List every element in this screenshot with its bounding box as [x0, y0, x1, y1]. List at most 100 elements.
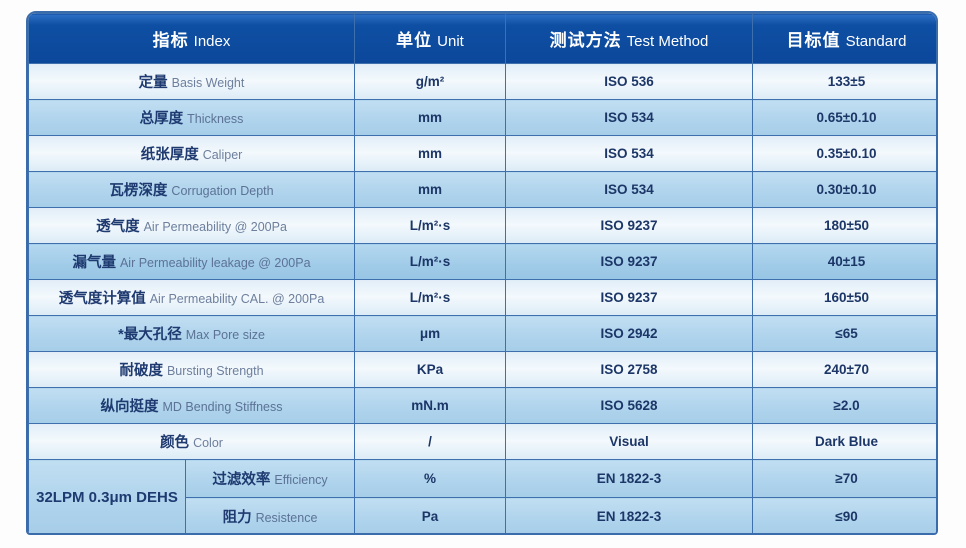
- standard-cell: 0.30±0.10: [752, 171, 936, 208]
- unit-cell: mN.m: [354, 387, 507, 424]
- header-index-en: Index: [193, 33, 231, 50]
- method-cell: ISO 536: [505, 63, 754, 100]
- index-label-zh: *最大孔径: [118, 327, 182, 343]
- index-label-en: Air Permeability @ 200Pa: [143, 220, 287, 234]
- method-cell: ISO 5628: [505, 387, 754, 424]
- index-cell: 阻力 Resistence: [184, 497, 356, 533]
- table-row-basis-weight: 定量 Basis Weight g/m² ISO 536 133±5: [28, 63, 936, 100]
- index-cell: 透气度计算值 Air Permeability CAL. @ 200Pa: [28, 279, 356, 316]
- index-label-zh: 定量: [138, 75, 168, 91]
- header-test-method: 测试方法 Test Method: [505, 13, 754, 64]
- unit-cell: L/m²·s: [354, 279, 507, 316]
- header-standard-zh: 目标值: [786, 31, 841, 50]
- index-cell: 透气度 Air Permeability @ 200Pa: [28, 207, 356, 244]
- method-cell: ISO 2942: [505, 315, 754, 352]
- standard-cell: 160±50: [752, 279, 936, 316]
- header-unit: 单位 Unit: [354, 13, 507, 64]
- unit-cell: mm: [354, 135, 507, 172]
- standard-cell: ≥2.0: [752, 387, 936, 424]
- method-cell: Visual: [505, 423, 754, 460]
- method-cell: EN 1822-3: [505, 497, 754, 533]
- table-row-corrugation-depth: 瓦楞深度 Corrugation Depth mm ISO 534 0.30±0.…: [28, 171, 936, 208]
- index-label-en: Air Permeability CAL. @ 200Pa: [149, 292, 325, 306]
- table-row-air-permeability-leakage: 漏气量 Air Permeability leakage @ 200Pa L/m²…: [28, 243, 936, 280]
- index-label-en: Corrugation Depth: [171, 184, 274, 198]
- table-row-thickness: 总厚度 Thickness mm ISO 534 0.65±0.10: [28, 99, 936, 136]
- index-label-zh: 透气度: [96, 219, 140, 235]
- unit-cell: mm: [354, 99, 507, 136]
- index-cell: 颜色 Color: [28, 423, 356, 460]
- unit-cell: Pa: [354, 497, 507, 533]
- unit-cell: L/m²·s: [354, 207, 507, 244]
- index-cell: 总厚度 Thickness: [28, 99, 356, 136]
- table-row-resistance: 阻力 Resistence Pa EN 1822-3 ≤90: [29, 497, 936, 533]
- table-row-efficiency: 32LPM 0.3μm DEHS 过滤效率 Efficiency % EN 182…: [28, 459, 936, 533]
- method-cell: ISO 2758: [505, 351, 754, 388]
- table-row-max-pore-size: *最大孔径 Max Pore size μm ISO 2942 ≤65: [28, 315, 936, 352]
- index-label-en: Color: [193, 436, 223, 450]
- method-cell: ISO 534: [505, 135, 754, 172]
- index-label-zh: 漏气量: [72, 255, 116, 271]
- index-label-zh: 纸张厚度: [140, 147, 199, 163]
- index-cell: 定量 Basis Weight: [28, 63, 356, 100]
- header-index: 指标 Index: [28, 13, 356, 64]
- standard-cell: ≥70: [752, 459, 936, 498]
- group-label-cell: 32LPM 0.3μm DEHS: [28, 459, 186, 533]
- table-row-color: 颜色 Color / Visual Dark Blue: [28, 423, 936, 460]
- index-label-zh: 瓦楞深度: [109, 183, 168, 199]
- table-row-bursting-strength: 耐破度 Bursting Strength KPa ISO 2758 240±70: [28, 351, 936, 388]
- standard-cell: 240±70: [752, 351, 936, 388]
- index-label-en: Efficiency: [274, 473, 328, 487]
- index-label-en: Resistence: [255, 511, 318, 525]
- header-test-method-en: Test Method: [626, 33, 709, 50]
- index-label-zh: 透气度计算值: [58, 291, 146, 307]
- standard-cell: Dark Blue: [752, 423, 936, 460]
- unit-cell: KPa: [354, 351, 507, 388]
- index-cell: 纸张厚度 Caliper: [28, 135, 356, 172]
- standard-cell: 0.35±0.10: [752, 135, 936, 172]
- unit-cell: /: [354, 423, 507, 460]
- spec-table-wrapper: 指标 Index 单位 Unit 测试方法 Test Method 目标值 Standa…: [26, 11, 938, 535]
- header-unit-zh: 单位: [396, 31, 433, 50]
- index-label-zh: 纵向挺度: [100, 399, 159, 415]
- standard-cell: 133±5: [752, 63, 936, 100]
- index-label-zh: 颜色: [160, 435, 190, 451]
- index-label-en: MD Bending Stiffness: [162, 400, 283, 414]
- method-cell: ISO 534: [505, 171, 754, 208]
- header-test-method-zh: 测试方法: [549, 31, 622, 50]
- standard-cell: ≤90: [752, 497, 936, 533]
- method-cell: EN 1822-3: [505, 459, 754, 498]
- unit-cell: %: [354, 459, 507, 498]
- spec-table: 指标 Index 单位 Unit 测试方法 Test Method 目标值 Standa…: [28, 13, 936, 533]
- header-index-zh: 指标: [152, 31, 189, 50]
- index-label-zh: 总厚度: [139, 111, 184, 127]
- index-label-en: Air Permeability leakage @ 200Pa: [119, 256, 311, 270]
- index-cell: 漏气量 Air Permeability leakage @ 200Pa: [28, 243, 356, 280]
- table-row-caliper: 纸张厚度 Caliper mm ISO 534 0.35±0.10: [28, 135, 936, 172]
- header-standard-en: Standard: [845, 33, 907, 50]
- unit-cell: g/m²: [354, 63, 507, 100]
- method-cell: ISO 9237: [505, 279, 754, 316]
- standard-cell: 0.65±0.10: [752, 99, 936, 136]
- index-label-en: Max Pore size: [185, 328, 265, 342]
- index-label-zh: 阻力: [222, 510, 252, 526]
- index-label-zh: 过滤效率: [212, 472, 271, 488]
- method-cell: ISO 9237: [505, 243, 754, 280]
- index-cell: 瓦楞深度 Corrugation Depth: [28, 171, 356, 208]
- method-cell: ISO 534: [505, 99, 754, 136]
- index-cell: 耐破度 Bursting Strength: [28, 351, 356, 388]
- unit-cell: L/m²·s: [354, 243, 507, 280]
- header-standard: 目标值 Standard: [752, 13, 936, 64]
- table-header-row: 指标 Index 单位 Unit 测试方法 Test Method 目标值 Standa…: [28, 13, 936, 64]
- index-label-en: Basis Weight: [171, 76, 245, 90]
- unit-cell: mm: [354, 171, 507, 208]
- table-row-air-permeability: 透气度 Air Permeability @ 200Pa L/m²·s ISO 9…: [28, 207, 936, 244]
- unit-cell: μm: [354, 315, 507, 352]
- table-row-air-permeability-cal: 透气度计算值 Air Permeability CAL. @ 200Pa L/m²…: [28, 279, 936, 316]
- standard-cell: ≤65: [752, 315, 936, 352]
- index-cell: 过滤效率 Efficiency: [184, 459, 356, 498]
- standard-cell: 40±15: [752, 243, 936, 280]
- index-cell: 纵向挺度 MD Bending Stiffness: [28, 387, 356, 424]
- index-label-en: Caliper: [202, 148, 243, 162]
- method-cell: ISO 9237: [505, 207, 754, 244]
